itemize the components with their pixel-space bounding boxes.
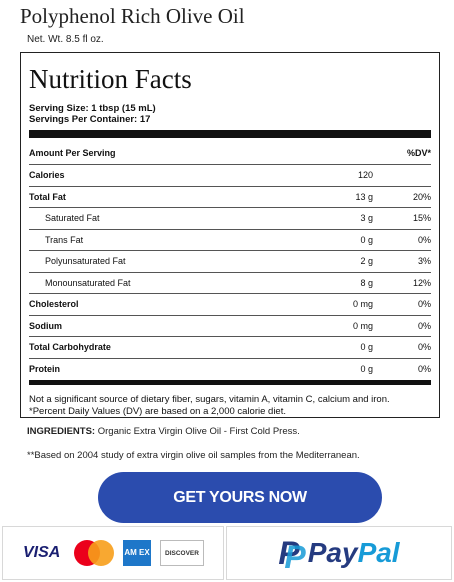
nutrition-footnote: Not a significant source of dietary fibe…	[29, 394, 431, 418]
mastercard-icon	[74, 540, 114, 566]
servings-per-container: Servings Per Container: 17	[29, 114, 151, 125]
nutrient-amount: 0 g	[360, 364, 373, 375]
visa-icon: VISA	[23, 544, 61, 561]
nutrient-row-polyunsaturated-fat: Polyunsaturated Fat 2 g 3%	[29, 251, 431, 273]
nutrient-amount: 0 mg	[352, 299, 373, 310]
get-yours-now-button[interactable]: GET YOURS NOW	[98, 472, 382, 523]
nutrient-row-sodium: Sodium 0 mg 0%	[29, 316, 431, 337]
nutrient-name: Total Carbohydrate	[29, 342, 111, 353]
ingredients-text: Organic Extra Virgin Olive Oil - First C…	[95, 426, 300, 437]
nutrient-dv: 12%	[412, 277, 431, 288]
nutrient-row-saturated-fat: Saturated Fat 3 g 15%	[29, 208, 431, 230]
nutrient-amount: 0 g	[360, 342, 373, 353]
study-note: **Based on 2004 study of extra virgin ol…	[27, 450, 360, 461]
nutrient-name: Monounsaturated Fat	[45, 277, 131, 288]
amex-icon: AM EX	[123, 540, 151, 566]
nutrient-dv: 0%	[417, 234, 431, 245]
nutrient-amount: 0 g	[360, 234, 373, 245]
nutrient-dv: 15%	[412, 213, 431, 224]
nutrient-name: Protein	[29, 364, 61, 375]
nutrient-dv: 20%	[412, 191, 431, 202]
nutrient-row-total-carbohydrate: Total Carbohydrate 0 g 0%	[29, 337, 431, 359]
nutrient-row-protein: Protein 0 g 0%	[29, 359, 431, 381]
serving-size: Serving Size: 1 tbsp (15 mL)	[29, 103, 156, 114]
nutrient-dv: 3%	[417, 256, 431, 267]
footnote-insignificant-sources: Not a significant source of dietary fibe…	[29, 394, 390, 405]
discover-icon: DISCOVER	[160, 540, 204, 566]
medium-divider	[29, 380, 431, 385]
nutrient-name: Cholesterol	[29, 299, 79, 310]
nutrient-amount: 120	[357, 170, 373, 181]
nutrition-facts-label: Nutrition Facts Serving Size: 1 tbsp (15…	[20, 52, 440, 418]
nutrient-amount: 2 g	[360, 256, 373, 267]
footnote-daily-values: *Percent Daily Values (DV) are based on …	[29, 406, 286, 417]
nutrient-name: Trans Fat	[45, 234, 84, 245]
nutrient-name: Saturated Fat	[45, 213, 100, 224]
nutrient-dv: 0%	[417, 299, 431, 310]
nutrient-name: Total Fat	[29, 191, 66, 202]
nutrient-row-calories: Calories 120	[29, 165, 431, 187]
nutrient-name: Polyunsaturated Fat	[45, 256, 126, 267]
paypal-wordmark: PayPal	[307, 537, 400, 568]
nutrient-row-total-fat: Total Fat 13 g 20%	[29, 187, 431, 208]
nutrient-amount: 3 g	[360, 213, 373, 224]
ingredients: INGREDIENTS: Organic Extra Virgin Olive …	[27, 426, 300, 437]
thick-divider	[29, 130, 431, 138]
amount-per-serving-label: Amount Per Serving	[29, 148, 116, 158]
nutrient-dv: 0%	[417, 364, 431, 375]
product-title: Polyphenol Rich Olive Oil	[20, 4, 245, 28]
nutrient-dv: 0%	[417, 320, 431, 331]
card-payment-logos: VISA AM EX DISCOVER	[2, 526, 224, 580]
dv-header-label: %DV*	[406, 148, 431, 158]
net-weight: Net. Wt. 8.5 fl oz.	[27, 34, 104, 45]
nutrient-name: Calories	[29, 170, 65, 181]
amount-header-row: Amount Per Serving %DV*	[29, 142, 431, 165]
nutrient-amount: 13 g	[355, 191, 373, 202]
nutrient-row-cholesterol: Cholesterol 0 mg 0%	[29, 294, 431, 316]
nutrient-row-monounsaturated-fat: Monounsaturated Fat 8 g 12%	[29, 273, 431, 294]
nutrient-amount: 0 mg	[352, 320, 373, 331]
nutrient-row-trans-fat: Trans Fat 0 g 0%	[29, 230, 431, 251]
nutrient-dv: 0%	[417, 342, 431, 353]
nutrition-facts-title: Nutrition Facts	[29, 64, 192, 94]
nutrient-amount: 8 g	[360, 277, 373, 288]
ingredients-label: INGREDIENTS:	[27, 426, 96, 437]
nutrient-name: Sodium	[29, 320, 62, 331]
